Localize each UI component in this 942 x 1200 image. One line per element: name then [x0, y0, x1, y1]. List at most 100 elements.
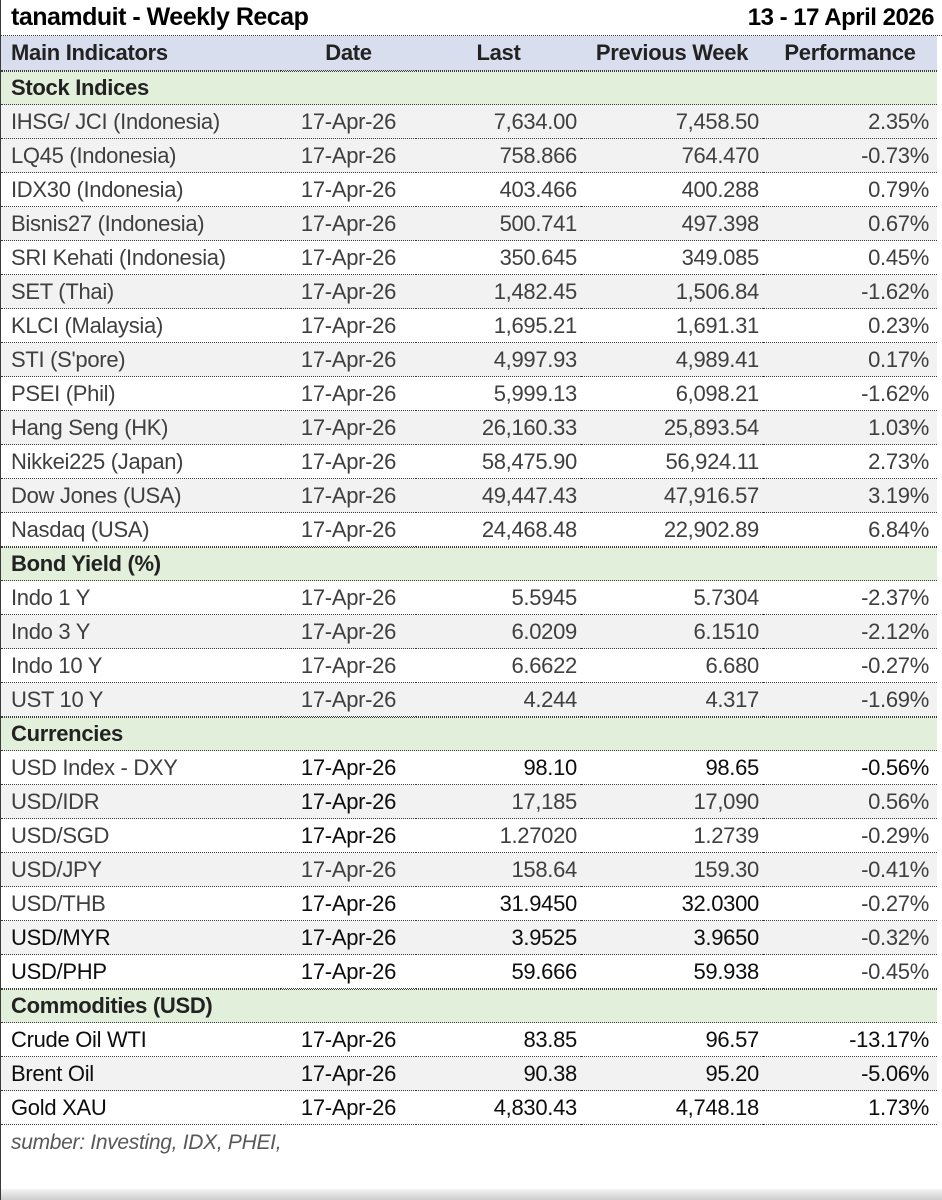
previous-week-cell: 47,916.57: [581, 479, 763, 513]
last-cell: 5.5945: [416, 581, 581, 615]
page-title: tanamduit - Weekly Recap: [11, 3, 309, 31]
last-cell: 24,468.48: [416, 513, 581, 547]
previous-week-cell: 32.0300: [581, 887, 763, 921]
indicator-cell: SET (Thai): [1, 275, 281, 309]
indicator-cell: SRI Kehati (Indonesia): [1, 241, 281, 275]
date-cell: 17-Apr-26: [281, 683, 416, 717]
date-cell: 17-Apr-26: [281, 343, 416, 377]
indicator-cell: USD/MYR: [1, 921, 281, 955]
indicator-cell: PSEI (Phil): [1, 377, 281, 411]
last-cell: 1,695.21: [416, 309, 581, 343]
table-row: Indo 10 Y 17-Apr-26 6.6622 6.680 -0.27%: [1, 649, 937, 683]
indicator-cell: Gold XAU: [1, 1091, 281, 1125]
last-cell: 31.9450: [416, 887, 581, 921]
performance-cell: 0.23%: [763, 309, 937, 343]
table-row: USD/MYR 17-Apr-26 3.9525 3.9650 -0.32%: [1, 921, 937, 955]
indicator-cell: USD Index - DXY: [1, 751, 281, 785]
previous-week-cell: 4.317: [581, 683, 763, 717]
performance-cell: -0.73%: [763, 139, 937, 173]
previous-week-cell: 7,458.50: [581, 105, 763, 139]
indicator-cell: Nikkei225 (Japan): [1, 445, 281, 479]
last-cell: 4,997.93: [416, 343, 581, 377]
last-cell: 6.0209: [416, 615, 581, 649]
previous-week-cell: 6.1510: [581, 615, 763, 649]
table-row: Indo 3 Y 17-Apr-26 6.0209 6.1510 -2.12%: [1, 615, 937, 649]
previous-week-cell: 764.470: [581, 139, 763, 173]
performance-cell: 6.84%: [763, 513, 937, 547]
last-cell: 98.10: [416, 751, 581, 785]
performance-cell: 1.03%: [763, 411, 937, 445]
date-cell: 17-Apr-26: [281, 241, 416, 275]
table-row: USD/SGD 17-Apr-26 1.27020 1.2739 -0.29%: [1, 819, 937, 853]
date-cell: 17-Apr-26: [281, 853, 416, 887]
last-cell: 7,634.00: [416, 105, 581, 139]
previous-week-cell: 1,691.31: [581, 309, 763, 343]
last-cell: 4,830.43: [416, 1091, 581, 1125]
performance-cell: 0.45%: [763, 241, 937, 275]
last-cell: 83.85: [416, 1023, 581, 1057]
previous-week-cell: 6.680: [581, 649, 763, 683]
date-cell: 17-Apr-26: [281, 581, 416, 615]
date-cell: 17-Apr-26: [281, 139, 416, 173]
last-cell: 1,482.45: [416, 275, 581, 309]
table-row: STI (S'pore) 17-Apr-26 4,997.93 4,989.41 0.1…: [1, 343, 937, 377]
previous-week-cell: 6,098.21: [581, 377, 763, 411]
title-bar: tanamduit - Weekly Recap 13 - 17 April 2…: [1, 0, 942, 36]
performance-cell: 2.73%: [763, 445, 937, 479]
last-cell: 500.741: [416, 207, 581, 241]
previous-week-cell: 3.9650: [581, 921, 763, 955]
date-cell: 17-Apr-26: [281, 1091, 416, 1125]
table-row: Nikkei225 (Japan) 17-Apr-26 58,475.90 56,92…: [1, 445, 937, 479]
date-cell: 17-Apr-26: [281, 513, 416, 547]
table-row: Crude Oil WTI 17-Apr-26 83.85 96.57 -13.17%: [1, 1023, 937, 1057]
performance-cell: -5.06%: [763, 1057, 937, 1091]
previous-week-cell: 56,924.11: [581, 445, 763, 479]
performance-cell: -1.62%: [763, 377, 937, 411]
previous-week-cell: 4,748.18: [581, 1091, 763, 1125]
last-cell: 758.866: [416, 139, 581, 173]
last-cell: 59.666: [416, 955, 581, 989]
indicator-cell: STI (S'pore): [1, 343, 281, 377]
previous-week-cell: 5.7304: [581, 581, 763, 615]
table-body: Stock Indices IHSG/ JCI (Indonesia) 17-Apr…: [1, 71, 937, 1125]
indicator-cell: IHSG/ JCI (Indonesia): [1, 105, 281, 139]
previous-week-cell: 59.938: [581, 955, 763, 989]
previous-week-cell: 98.65: [581, 751, 763, 785]
last-cell: 1.27020: [416, 819, 581, 853]
section-header-row: Stock Indices: [1, 71, 937, 105]
section-title: Currencies: [1, 717, 937, 751]
date-cell: 17-Apr-26: [281, 207, 416, 241]
column-header-previous-week: Previous Week: [581, 36, 763, 71]
last-cell: 26,160.33: [416, 411, 581, 445]
indicator-cell: UST 10 Y: [1, 683, 281, 717]
previous-week-cell: 400.288: [581, 173, 763, 207]
date-cell: 17-Apr-26: [281, 751, 416, 785]
previous-week-cell: 349.085: [581, 241, 763, 275]
indicators-table: Main Indicators Date Last Previous Week …: [1, 36, 937, 1125]
table-row: USD/PHP 17-Apr-26 59.666 59.938 -0.45%: [1, 955, 937, 989]
last-cell: 403.466: [416, 173, 581, 207]
previous-week-cell: 497.398: [581, 207, 763, 241]
date-cell: 17-Apr-26: [281, 615, 416, 649]
performance-cell: -0.29%: [763, 819, 937, 853]
table-row: Gold XAU 17-Apr-26 4,830.43 4,748.18 1.73%: [1, 1091, 937, 1125]
date-cell: 17-Apr-26: [281, 819, 416, 853]
date-cell: 17-Apr-26: [281, 649, 416, 683]
indicator-cell: IDX30 (Indonesia): [1, 173, 281, 207]
previous-week-cell: 1.2739: [581, 819, 763, 853]
table-row: IHSG/ JCI (Indonesia) 17-Apr-26 7,634.00 7,…: [1, 105, 937, 139]
performance-cell: -0.27%: [763, 649, 937, 683]
section-title: Commodities (USD): [1, 989, 937, 1023]
date-cell: 17-Apr-26: [281, 105, 416, 139]
column-header-date: Date: [281, 36, 416, 71]
performance-cell: -2.12%: [763, 615, 937, 649]
last-cell: 58,475.90: [416, 445, 581, 479]
performance-cell: 3.19%: [763, 479, 937, 513]
table-header: Main Indicators Date Last Previous Week …: [1, 36, 937, 71]
performance-cell: -2.37%: [763, 581, 937, 615]
date-cell: 17-Apr-26: [281, 1057, 416, 1091]
performance-cell: -0.45%: [763, 955, 937, 989]
table-row: PSEI (Phil) 17-Apr-26 5,999.13 6,098.21 -1.6…: [1, 377, 937, 411]
bottom-edge-strip: [1, 1189, 942, 1200]
period-label: 13 - 17 April 2026: [747, 3, 935, 31]
